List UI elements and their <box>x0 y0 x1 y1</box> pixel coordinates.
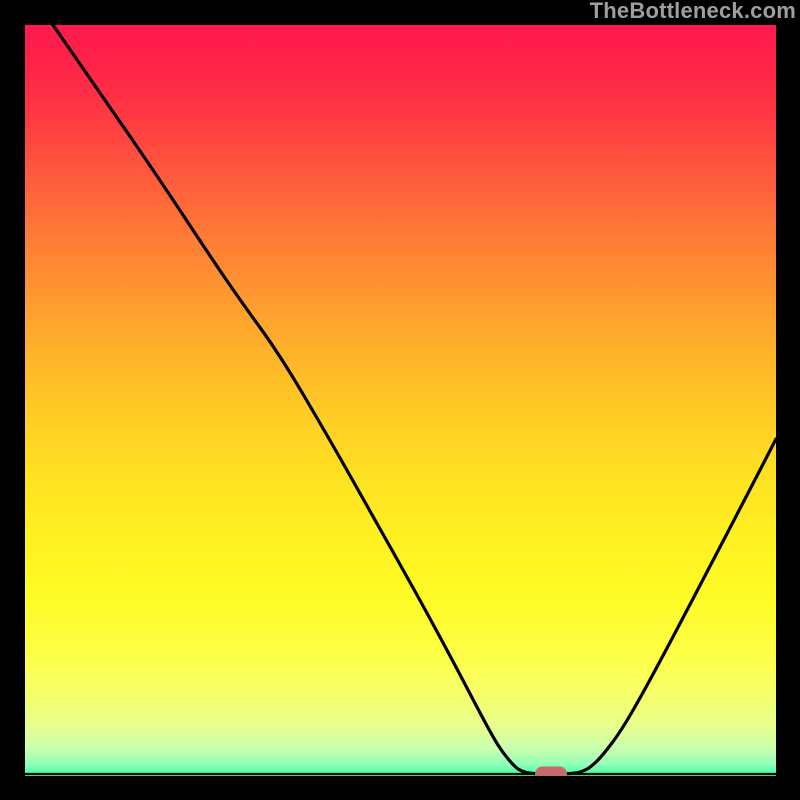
plot-area <box>25 25 776 776</box>
plot-svg <box>25 25 776 776</box>
optimal-marker <box>535 767 567 777</box>
gradient-background <box>25 25 776 776</box>
watermark-text: TheBottleneck.com <box>590 0 796 24</box>
